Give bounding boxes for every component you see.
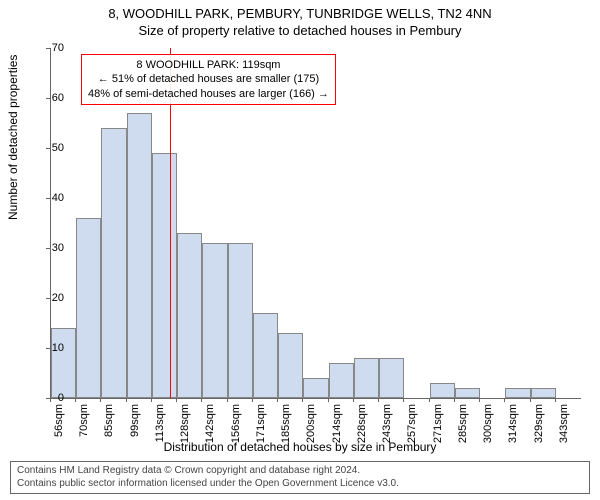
histogram-bar: [455, 388, 480, 398]
annotation-box: 8 WOODHILL PARK: 119sqm← 51% of detached…: [81, 54, 336, 105]
histogram-bar: [505, 388, 530, 398]
xtick-mark: [378, 398, 379, 402]
ytick-label: 10: [40, 342, 64, 354]
xtick-mark: [201, 398, 202, 402]
xtick-mark: [353, 398, 354, 402]
x-axis-label: Distribution of detached houses by size …: [0, 440, 600, 454]
footer-attribution: Contains HM Land Registry data © Crown c…: [10, 461, 590, 494]
ytick-mark: [46, 348, 50, 349]
xtick-label: 156sqm: [230, 404, 242, 443]
ytick-label: 20: [40, 292, 64, 304]
xtick-mark: [50, 398, 51, 402]
xtick-mark: [302, 398, 303, 402]
histogram-bar: [177, 233, 202, 398]
histogram-bar: [278, 333, 303, 398]
xtick-mark: [227, 398, 228, 402]
histogram-bar: [228, 243, 253, 398]
xtick-mark: [530, 398, 531, 402]
xtick-mark: [403, 398, 404, 402]
y-axis-label: Number of detached properties: [6, 55, 20, 220]
histogram-bar: [127, 113, 152, 398]
xtick-mark: [479, 398, 480, 402]
footer-line1: Contains HM Land Registry data © Crown c…: [17, 465, 583, 478]
histogram-bar: [152, 153, 177, 398]
xtick-mark: [454, 398, 455, 402]
histogram-bar: [430, 383, 455, 398]
ytick-label: 40: [40, 192, 64, 204]
title-line2: Size of property relative to detached ho…: [0, 23, 600, 38]
xtick-label: 185sqm: [280, 404, 292, 443]
ytick-label: 60: [40, 92, 64, 104]
xtick-label: 228sqm: [356, 404, 368, 443]
xtick-label: 142sqm: [204, 404, 216, 443]
ytick-mark: [46, 198, 50, 199]
ytick-mark: [46, 248, 50, 249]
ytick-label: 50: [40, 142, 64, 154]
xtick-label: 343sqm: [558, 404, 570, 443]
chart-container: 8, WOODHILL PARK, PEMBURY, TUNBRIDGE WEL…: [0, 0, 600, 500]
xtick-label: 200sqm: [305, 404, 317, 443]
histogram-bar: [51, 328, 76, 398]
xtick-label: 171sqm: [255, 404, 267, 443]
ytick-mark: [46, 98, 50, 99]
histogram-bar: [253, 313, 278, 398]
ytick-label: 0: [40, 392, 64, 404]
title-block: 8, WOODHILL PARK, PEMBURY, TUNBRIDGE WEL…: [0, 0, 600, 38]
xtick-mark: [555, 398, 556, 402]
ytick-label: 70: [40, 42, 64, 54]
ytick-label: 30: [40, 242, 64, 254]
ytick-mark: [46, 48, 50, 49]
xtick-mark: [100, 398, 101, 402]
annotation-line: 48% of semi-detached houses are larger (…: [88, 87, 329, 101]
xtick-mark: [277, 398, 278, 402]
histogram-bar: [379, 358, 404, 398]
xtick-mark: [429, 398, 430, 402]
histogram-bar: [354, 358, 379, 398]
xtick-mark: [151, 398, 152, 402]
xtick-label: 300sqm: [482, 404, 494, 443]
annotation-line: ← 51% of detached houses are smaller (17…: [88, 72, 329, 86]
xtick-label: 329sqm: [533, 404, 545, 443]
xtick-label: 85sqm: [103, 404, 115, 437]
xtick-label: 56sqm: [53, 404, 65, 437]
histogram-bar: [202, 243, 227, 398]
ytick-mark: [46, 298, 50, 299]
xtick-label: 99sqm: [129, 404, 141, 437]
xtick-label: 314sqm: [507, 404, 519, 443]
xtick-label: 243sqm: [381, 404, 393, 443]
xtick-label: 214sqm: [331, 404, 343, 443]
footer-line2: Contains public sector information licen…: [17, 478, 583, 491]
title-line1: 8, WOODHILL PARK, PEMBURY, TUNBRIDGE WEL…: [0, 6, 600, 21]
histogram-bar: [531, 388, 556, 398]
xtick-label: 257sqm: [406, 404, 418, 443]
plot-area: 8 WOODHILL PARK: 119sqm← 51% of detached…: [50, 48, 581, 399]
xtick-label: 128sqm: [179, 404, 191, 443]
xtick-mark: [126, 398, 127, 402]
xtick-mark: [328, 398, 329, 402]
histogram-bar: [101, 128, 126, 398]
xtick-mark: [504, 398, 505, 402]
xtick-mark: [75, 398, 76, 402]
annotation-line: 8 WOODHILL PARK: 119sqm: [88, 58, 329, 72]
histogram-bar: [303, 378, 328, 398]
xtick-label: 70sqm: [78, 404, 90, 437]
plot-region: 8 WOODHILL PARK: 119sqm← 51% of detached…: [50, 48, 580, 398]
xtick-mark: [252, 398, 253, 402]
ytick-mark: [46, 148, 50, 149]
histogram-bar: [329, 363, 354, 398]
xtick-label: 113sqm: [154, 404, 166, 442]
histogram-bar: [76, 218, 101, 398]
xtick-label: 285sqm: [457, 404, 469, 443]
xtick-mark: [176, 398, 177, 402]
xtick-label: 271sqm: [432, 404, 444, 443]
